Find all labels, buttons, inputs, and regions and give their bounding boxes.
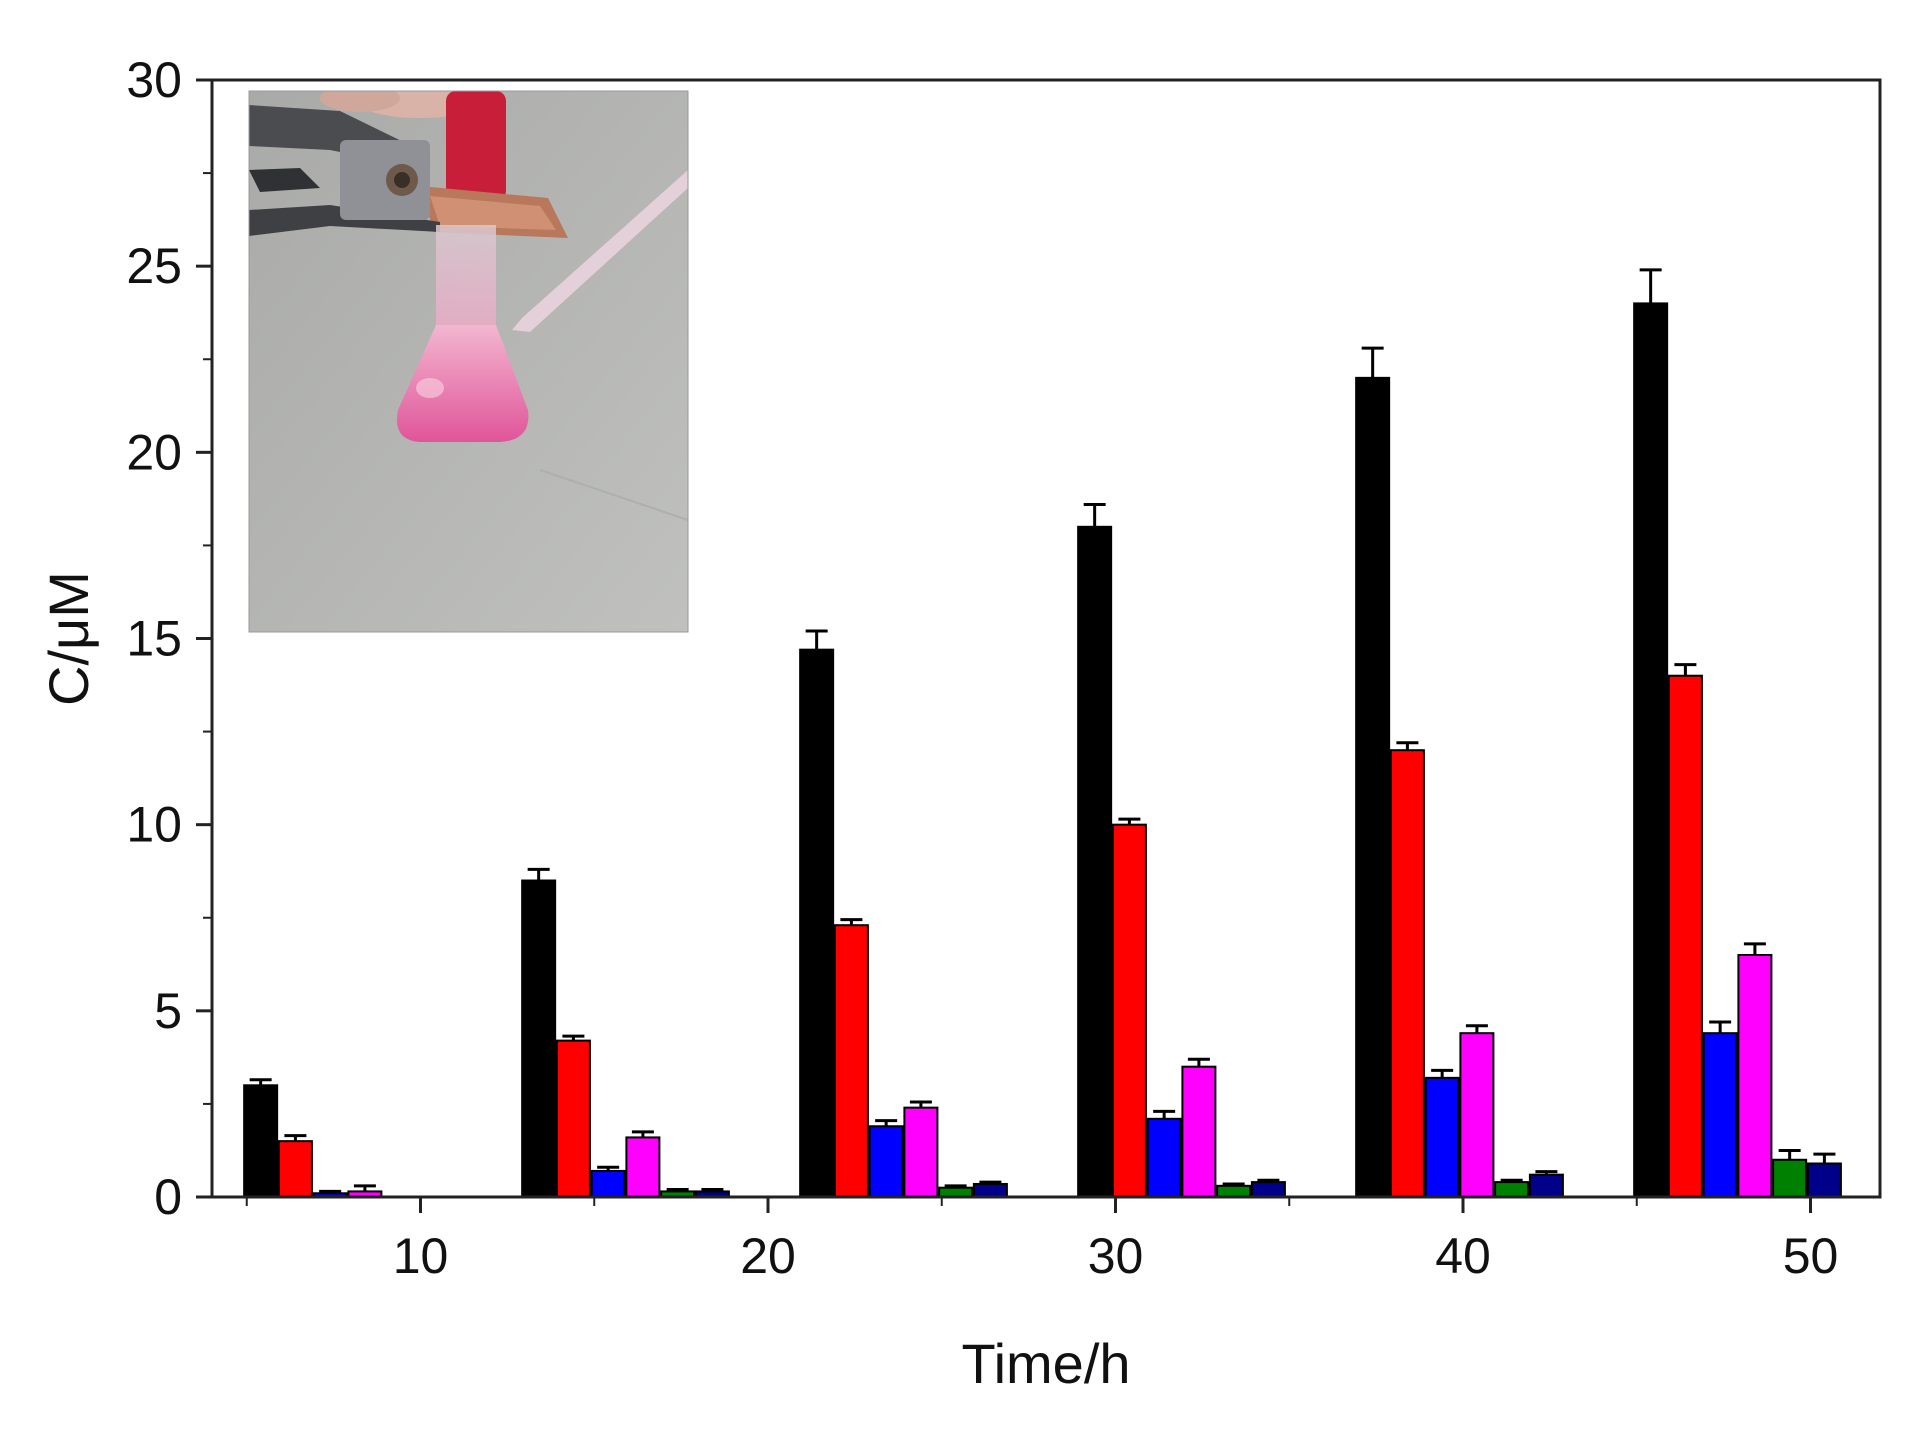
bar xyxy=(1737,953,1773,1198)
bar xyxy=(625,1136,661,1198)
y-axis-label: C/μM xyxy=(37,571,100,706)
photo-flask-icon xyxy=(248,90,689,633)
bar xyxy=(1528,1173,1564,1199)
bar xyxy=(555,1039,591,1198)
bar xyxy=(1772,1158,1808,1199)
bar xyxy=(1389,749,1425,1198)
bar xyxy=(590,1169,626,1198)
x-tick-label: 10 xyxy=(393,1228,449,1284)
bars-layer xyxy=(243,268,1842,1199)
bar xyxy=(1111,823,1147,1199)
x-tick-label: 50 xyxy=(1783,1228,1839,1284)
y-tick-label: 15 xyxy=(126,611,182,667)
bar xyxy=(1250,1181,1286,1199)
x-tick-label: 40 xyxy=(1435,1228,1491,1284)
y-tick-label: 5 xyxy=(154,983,182,1039)
bar xyxy=(1424,1076,1460,1199)
bar xyxy=(1077,525,1113,1198)
bar xyxy=(1459,1032,1495,1198)
bar xyxy=(243,1084,279,1199)
y-tick-label: 20 xyxy=(126,424,182,480)
x-axis-label: Time/h xyxy=(961,1332,1130,1395)
y-tick-label: 25 xyxy=(126,238,182,294)
bar xyxy=(277,1140,313,1199)
bar xyxy=(1494,1181,1530,1199)
bar xyxy=(1355,376,1391,1199)
bar xyxy=(1181,1065,1217,1199)
y-tick-label: 10 xyxy=(126,797,182,853)
bar xyxy=(1146,1117,1182,1199)
y-tick-label: 0 xyxy=(154,1169,182,1225)
bar xyxy=(868,1125,904,1199)
axes-layer: 0 5 10 15 20 25 30 10 20 30 40 50 Time/h C/μM xyxy=(37,52,1882,1395)
bar xyxy=(1633,302,1669,1198)
y-tick-label: 30 xyxy=(126,52,182,108)
bar xyxy=(1216,1184,1252,1198)
bar xyxy=(1702,1032,1738,1198)
x-tick-label: 30 xyxy=(1088,1228,1144,1284)
bar xyxy=(799,648,835,1198)
bar xyxy=(521,879,557,1198)
bar xyxy=(972,1182,1008,1199)
bar xyxy=(1806,1162,1842,1198)
bar xyxy=(1667,674,1703,1198)
x-tick-label: 20 xyxy=(740,1228,796,1284)
bar xyxy=(833,924,869,1198)
bar xyxy=(903,1106,939,1199)
